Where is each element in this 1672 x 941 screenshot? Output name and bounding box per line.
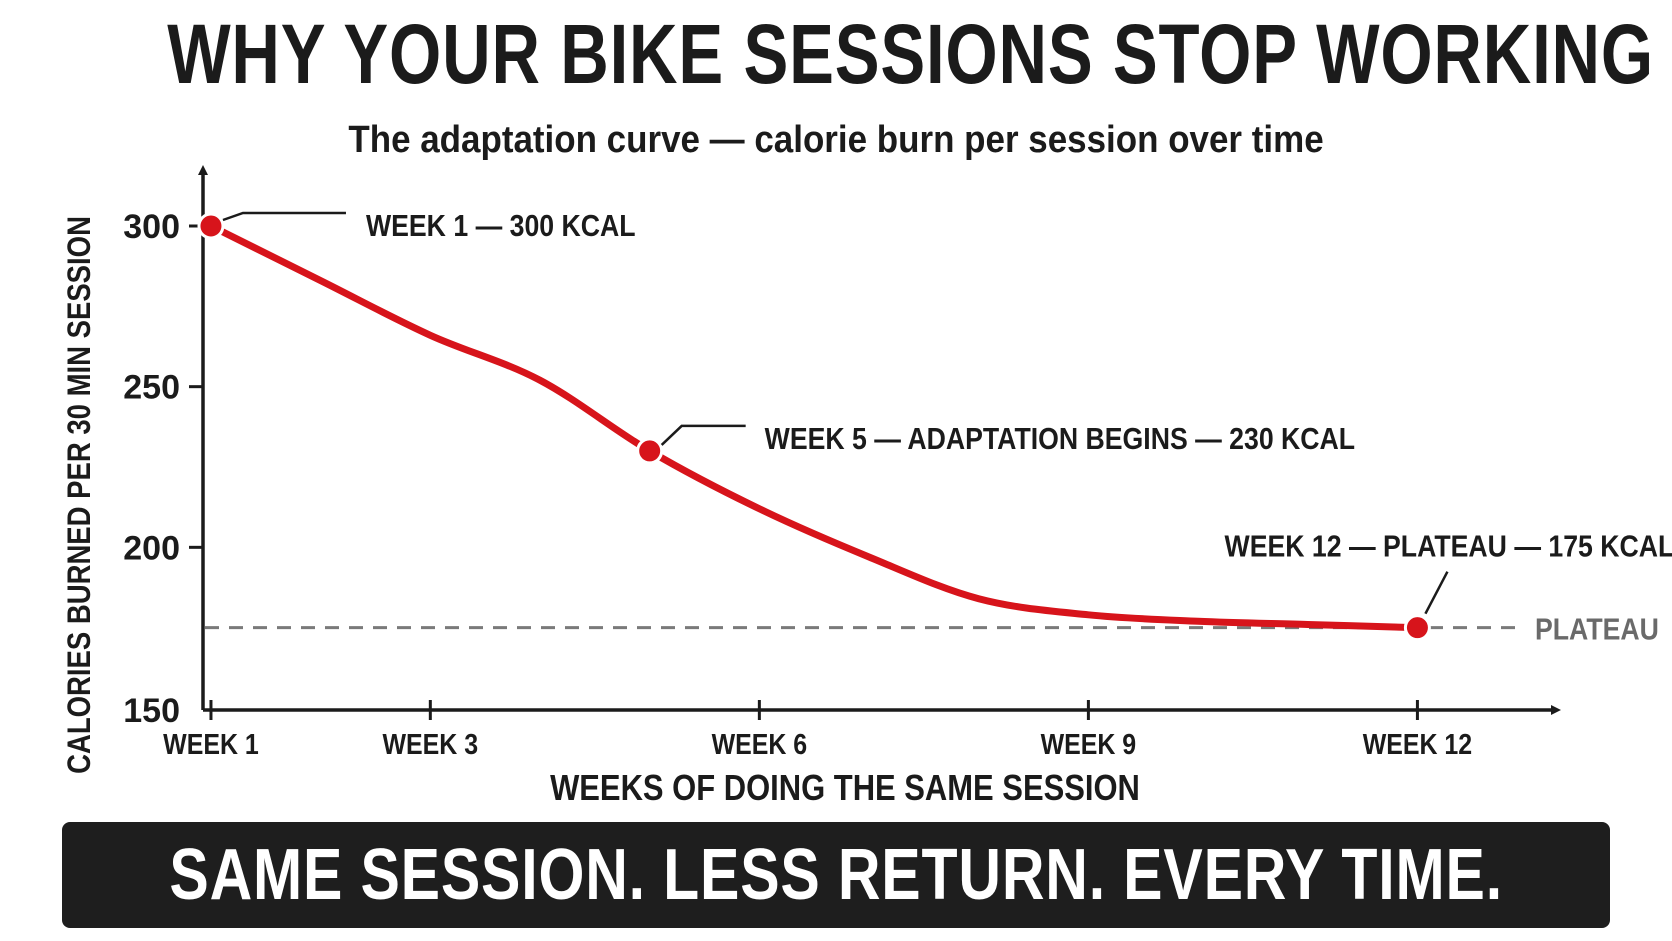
banner-text: SAME SESSION. LESS RETURN. EVERY TIME.	[169, 835, 1503, 915]
markers	[197, 212, 1431, 642]
x-tick-label: WEEK 9	[1041, 728, 1137, 760]
data-point-marker	[636, 437, 664, 465]
takeaway-banner: SAME SESSION. LESS RETURN. EVERY TIME.	[62, 822, 1610, 928]
annotation-label: WEEK 5 — ADAPTATION BEGINS — 230 KCAL	[765, 422, 1355, 456]
annotation-leader-line	[1424, 571, 1449, 615]
data-point-marker	[1403, 614, 1431, 642]
y-tick-label: 150	[123, 692, 180, 730]
chart-subtitle: The adaptation curve — calorie burn per …	[348, 119, 1324, 161]
plateau-label: PLATEAU	[1535, 613, 1659, 647]
y-axis-label: CALORIES BURNED PER 30 MIN SESSION	[62, 216, 97, 774]
plateau-reference: PLATEAU	[205, 613, 1659, 647]
x-tick-label: WEEK 6	[712, 728, 808, 760]
annotation-label: WEEK 1 — 300 KCAL	[366, 209, 636, 243]
calorie-curve-line	[207, 222, 1421, 632]
y-tick-label: 300	[123, 208, 180, 246]
chart-title: WHY YOUR BIKE SESSIONS STOP WORKING	[167, 7, 1654, 101]
axes	[198, 165, 1561, 715]
x-tick-label: WEEK 12	[1363, 728, 1472, 760]
x-tick-label: WEEK 3	[383, 728, 479, 760]
x-tick-label: WEEK 1	[163, 728, 259, 760]
y-tick-label: 250	[123, 369, 180, 407]
annotation-leader-line	[660, 424, 746, 446]
data-point-marker	[197, 212, 225, 240]
series	[207, 222, 1421, 632]
annotation-label: WEEK 12 — PLATEAU — 175 KCAL	[1225, 530, 1672, 564]
annotations: WEEK 1 — 300 KCAL WEEK 5 — ADAPTATION BEG…	[222, 209, 1672, 615]
x-axis-label: WEEKS OF DOING THE SAME SESSION	[550, 769, 1140, 809]
annotation-leader-line	[222, 211, 346, 222]
y-tick-label: 200	[123, 529, 180, 567]
